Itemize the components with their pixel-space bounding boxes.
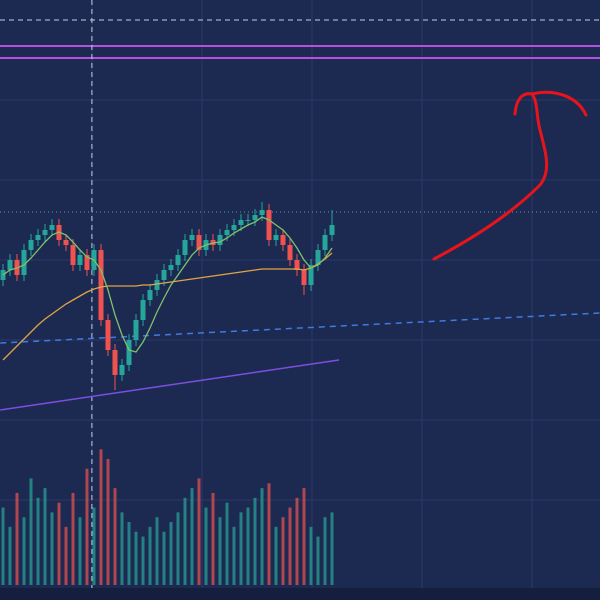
candle-body — [77, 255, 83, 265]
volume-bar — [246, 507, 250, 585]
candle-body — [7, 260, 13, 270]
volume-bar — [78, 517, 82, 585]
volume-bar — [85, 468, 89, 585]
moving-average — [2, 216, 333, 353]
candle-body — [280, 235, 286, 245]
volume-bar — [43, 488, 47, 585]
volume-bar — [260, 488, 264, 585]
moving-average — [2, 252, 333, 361]
volume-bar — [155, 517, 159, 585]
volume-bar — [22, 517, 26, 585]
candle-body — [140, 300, 146, 320]
candle-body — [294, 260, 300, 270]
candle-body — [21, 250, 27, 275]
volume-bar — [8, 526, 12, 585]
candle-body — [196, 235, 202, 250]
volume-bar — [99, 449, 103, 585]
volume-bar — [288, 507, 292, 585]
candle-body — [224, 230, 230, 235]
candle-body — [133, 320, 139, 340]
volume-bar — [204, 507, 208, 585]
candle-body — [322, 235, 328, 250]
candle-body — [105, 320, 111, 350]
candle-body — [252, 215, 258, 220]
candle-body — [49, 225, 55, 230]
candle-body — [308, 265, 314, 285]
volume-bar — [183, 497, 187, 585]
volume-bar — [267, 483, 271, 585]
volume-bar — [36, 497, 40, 585]
candle-body — [147, 290, 153, 300]
candle-body — [238, 220, 244, 225]
bottom-strip — [0, 588, 600, 600]
volume-bar — [211, 492, 215, 585]
volume-bar — [330, 512, 334, 585]
candle-body — [273, 235, 279, 240]
volume-bar — [309, 526, 313, 585]
candle-body — [259, 210, 265, 215]
volume-bar — [225, 502, 229, 585]
volume-bar — [239, 512, 243, 585]
volume-bar — [316, 536, 320, 585]
candle-body — [112, 350, 118, 375]
candle-body — [70, 245, 76, 265]
volume-bar — [197, 478, 201, 585]
volume-bar — [253, 497, 257, 585]
candle-body — [315, 250, 321, 265]
candle-body — [175, 255, 181, 265]
volume-bar — [71, 492, 75, 585]
volume-bar — [232, 526, 236, 585]
volume-bar — [176, 512, 180, 585]
candle-body — [161, 270, 167, 280]
hand-drawn-annotation — [432, 90, 588, 261]
candle-body — [301, 270, 307, 285]
volume-bar — [15, 492, 19, 585]
volume-bar — [64, 526, 68, 585]
volume-bar — [57, 502, 61, 585]
volume-bar — [281, 517, 285, 585]
volume-bar — [50, 512, 54, 585]
candle-body — [42, 230, 48, 235]
volume-bar — [302, 488, 306, 585]
candle-body — [168, 265, 174, 270]
candle-body — [217, 235, 223, 245]
volume-bar — [295, 497, 299, 585]
candle-body — [28, 240, 34, 250]
candle-body — [231, 225, 237, 230]
volume-bar — [127, 522, 131, 585]
candle-body — [182, 240, 188, 255]
volume-bar — [120, 512, 124, 585]
volume-bar — [106, 459, 110, 585]
trend-line — [0, 359, 340, 411]
volume-bar — [29, 478, 33, 585]
trend-line — [0, 312, 600, 344]
candle-body — [126, 340, 132, 365]
candle-body — [119, 365, 125, 375]
candle-body — [266, 210, 272, 240]
volume-bar — [274, 526, 278, 585]
volume-bar — [218, 517, 222, 585]
volume-bar — [169, 522, 173, 585]
volume-bar — [1, 507, 5, 585]
candle-body — [35, 235, 41, 240]
volume-bar — [190, 488, 194, 585]
volume-bar — [148, 526, 152, 585]
volume-bar — [134, 531, 138, 585]
volume-bar — [92, 507, 96, 585]
candle-body — [329, 225, 335, 235]
candle-body — [154, 280, 160, 290]
candle-body — [287, 245, 293, 260]
candle-body — [245, 220, 251, 221]
candle-body — [98, 250, 104, 320]
candle-body — [189, 235, 195, 240]
volume-bar — [323, 517, 327, 585]
volume-bar — [113, 488, 117, 585]
volume-bar — [141, 536, 145, 585]
candle-body — [84, 255, 90, 270]
volume-bar — [162, 531, 166, 585]
candle-body — [63, 240, 69, 245]
